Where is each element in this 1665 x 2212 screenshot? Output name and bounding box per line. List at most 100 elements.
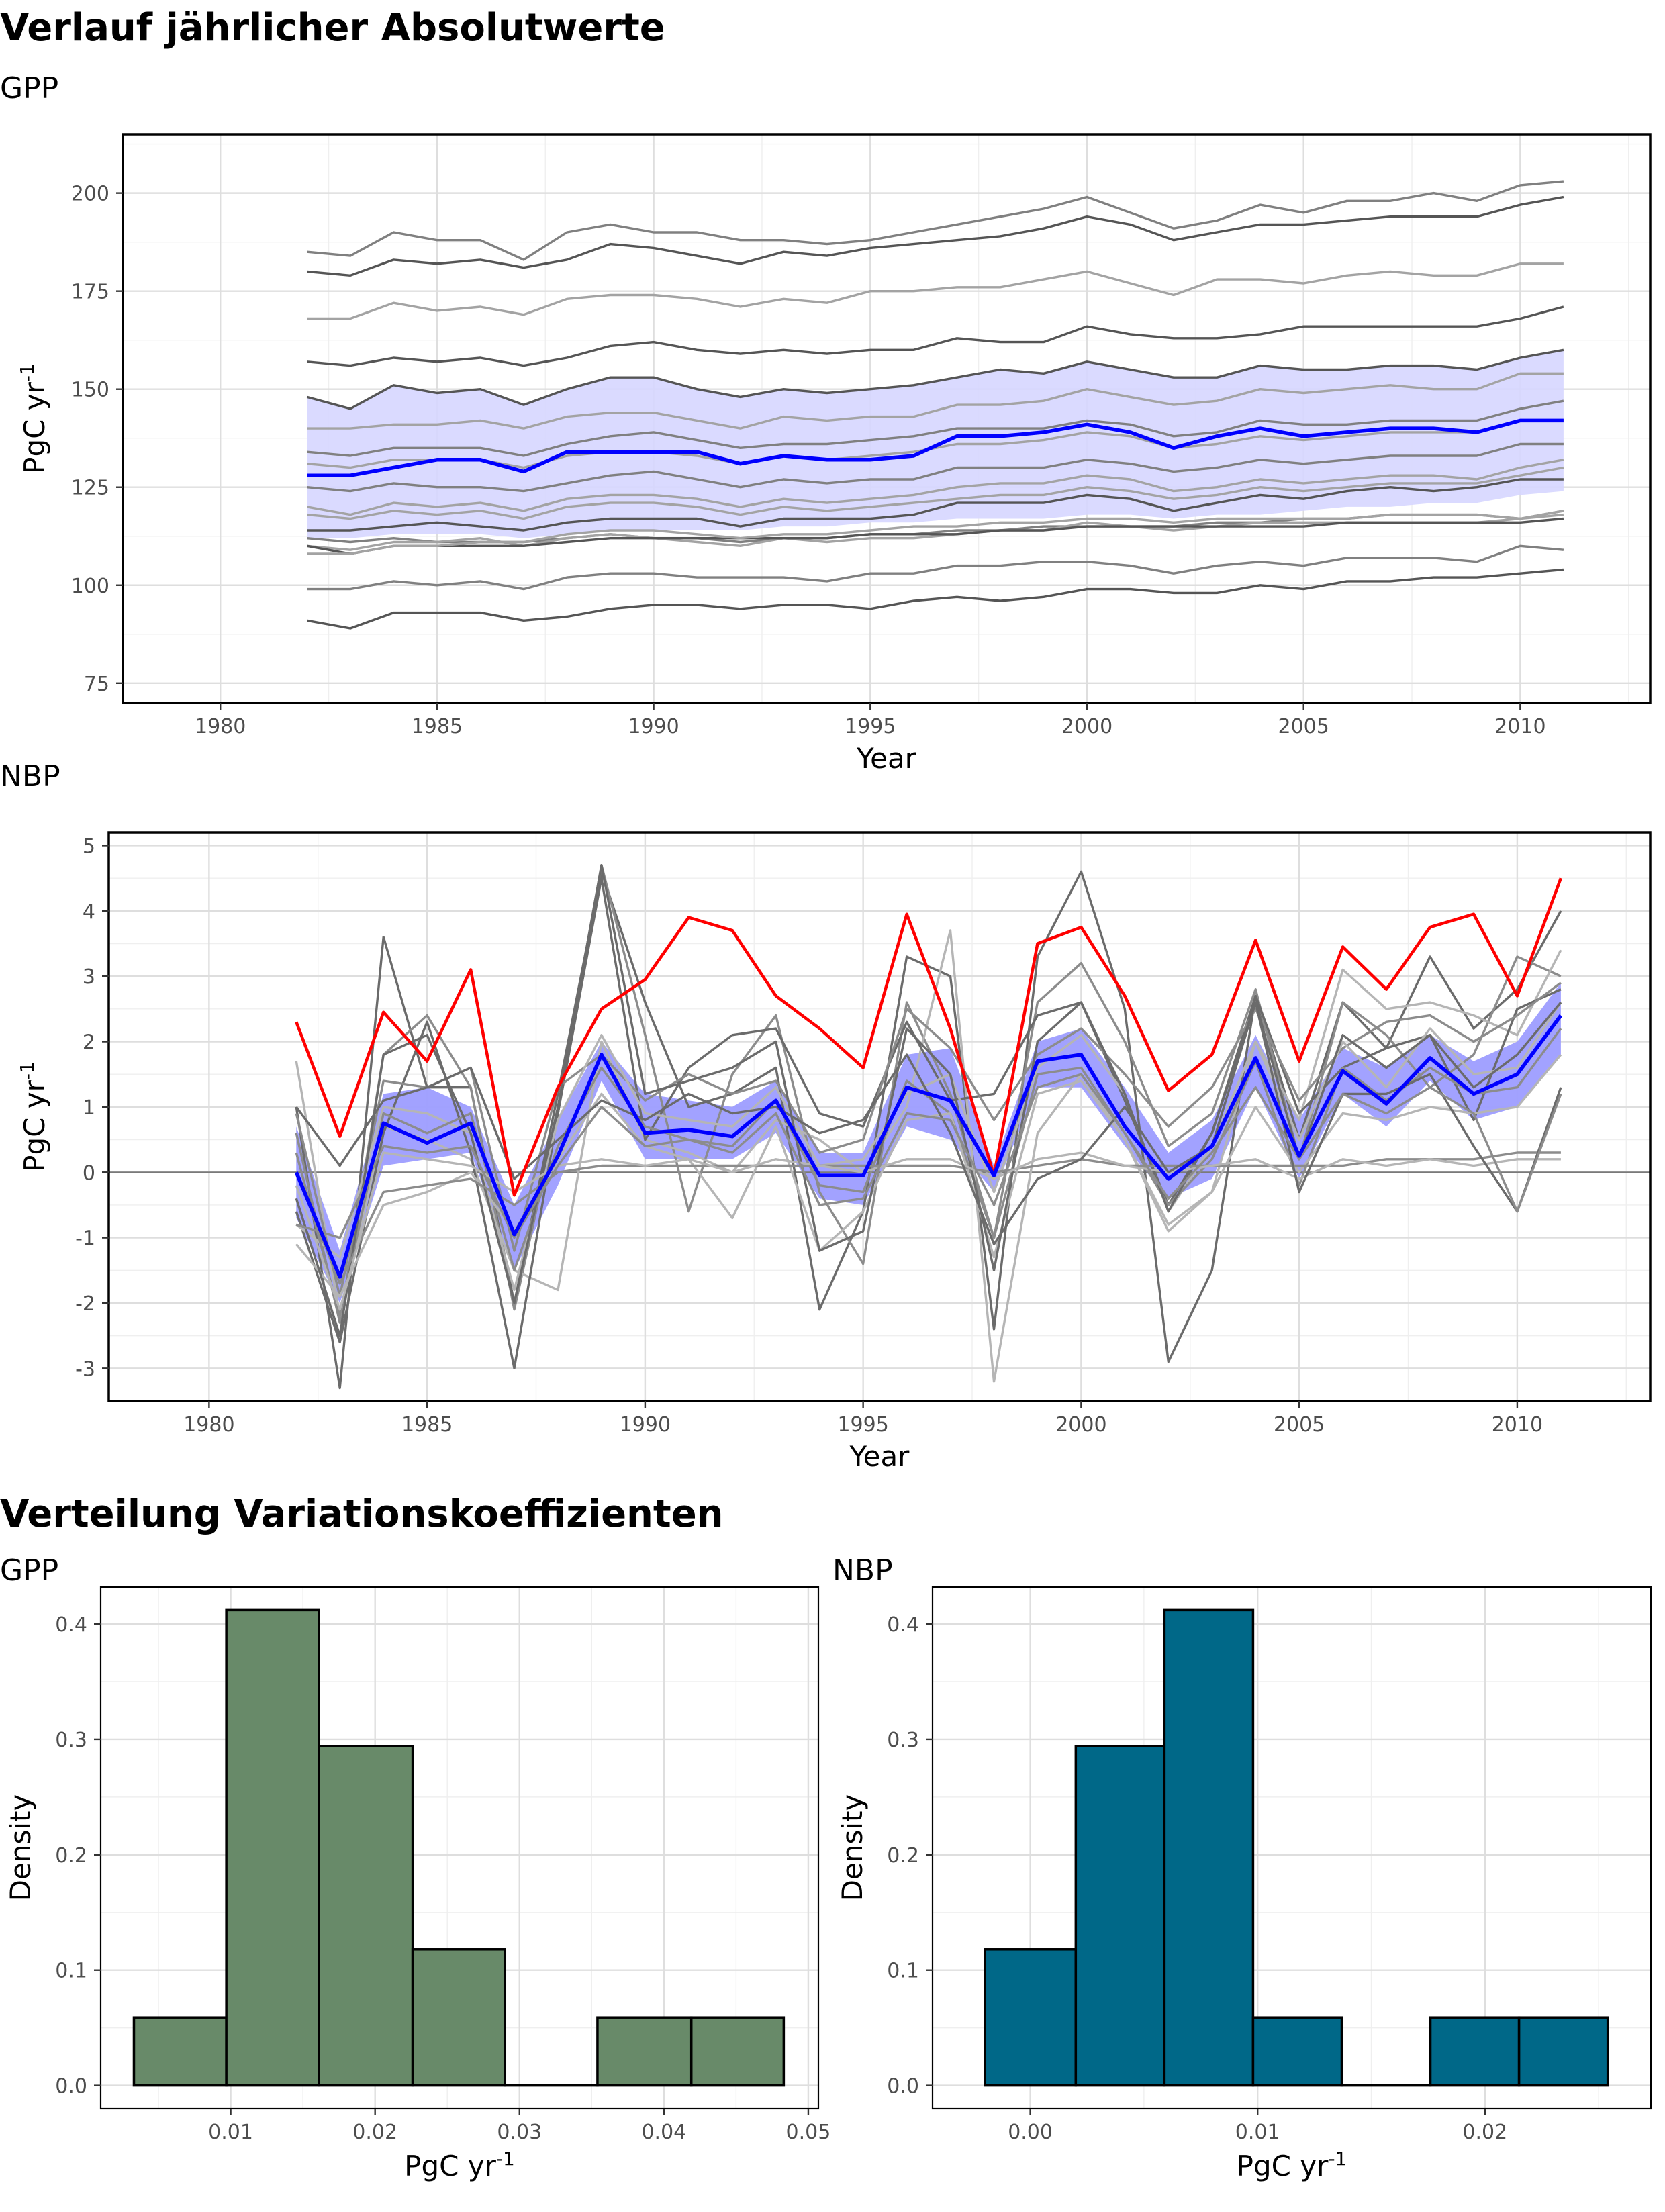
nbp-series-subtitle: NBP	[0, 759, 60, 794]
x-tick-label: 0.01	[208, 2121, 253, 2144]
member-series-line	[295, 1073, 1562, 1239]
member-series-line	[307, 466, 1564, 520]
member-series-line	[307, 372, 1564, 430]
member-series-line	[295, 864, 1562, 1337]
y-tick-label: -1	[75, 1227, 95, 1251]
histogram-bar	[411, 1948, 507, 2087]
member-series-line	[295, 1028, 1562, 1318]
y-tick-label: 150	[71, 379, 109, 402]
member-series-line	[306, 348, 1564, 410]
plot-frame	[99, 1586, 820, 2110]
y-tick-label: 0.0	[887, 2075, 919, 2099]
y-tick-label: -2	[75, 1292, 95, 1316]
x-tick-label: 2000	[1061, 715, 1112, 738]
gpp-timeseries-chart: 75 100 125 150 175 200 1980 1985 1990 1995 2000 200…	[16, 133, 1652, 775]
y-tick-label: 0.1	[55, 1960, 87, 1983]
nbp-timeseries-chart: -3 -2 -1 0 1 2 3 4 5 1980 1985 1990 1995 2000 2005 2010…	[16, 831, 1652, 1473]
x-tick-label: 2005	[1274, 1413, 1325, 1437]
x-tick-label: 0.02	[1462, 2121, 1507, 2144]
y-tick-label: 4	[83, 900, 95, 924]
histogram-bar	[1429, 2016, 1521, 2087]
section-title-variation-coefficients: Verteilung Variationskoeffizienten	[0, 1492, 724, 1536]
x-tick-label: 1990	[620, 1413, 671, 1437]
y-tick-label: 0	[83, 1161, 95, 1185]
x-tick-label: 1995	[845, 715, 896, 738]
member-series-line	[295, 1151, 1561, 1311]
x-tick-label: 1990	[628, 715, 679, 738]
x-tick-label: 2010	[1494, 715, 1545, 738]
y-tick-label: 0.3	[55, 1729, 87, 1752]
member-series-line	[307, 399, 1564, 457]
member-series-line	[307, 478, 1564, 532]
nbp-histogram-subtitle: NBP	[832, 1553, 893, 1588]
x-tick-label: 0.02	[352, 2121, 397, 2144]
plot-frame	[107, 831, 1652, 1402]
mean-series-line	[307, 418, 1564, 477]
member-series-line	[307, 442, 1564, 493]
y-tick-label: 0.4	[55, 1613, 87, 1637]
x-axis-label: Year	[856, 742, 917, 775]
member-series-line	[306, 517, 1564, 555]
member-series-line	[307, 544, 1564, 591]
histogram-bar	[318, 1745, 414, 2087]
y-tick-label: 0.4	[887, 1613, 919, 1637]
y-tick-label: 0.0	[55, 2075, 87, 2099]
histogram-bar	[1074, 1745, 1166, 2087]
x-axis-label: Year	[849, 1440, 910, 1473]
x-tick-label: 0.03	[497, 2121, 542, 2144]
y-tick-label: 1	[83, 1096, 95, 1120]
y-axis-label: PgC yr-1	[16, 363, 51, 474]
y-tick-label: 5	[83, 834, 95, 858]
histogram-bar	[984, 1948, 1078, 2087]
plot-frame	[122, 133, 1652, 704]
plot-frame	[931, 1586, 1652, 2110]
member-series-line	[306, 459, 1564, 516]
y-tick-label: 0.3	[887, 1729, 919, 1752]
highlight-series-line	[295, 877, 1563, 1197]
x-tick-label: 2005	[1278, 715, 1329, 738]
member-series-line	[295, 877, 1562, 1369]
member-series-line	[307, 195, 1564, 277]
x-tick-label: 0.05	[786, 2121, 831, 2144]
y-tick-label: 0.1	[887, 1960, 919, 1983]
x-tick-label: 2000	[1055, 1413, 1106, 1437]
gpp-histogram-subtitle: GPP	[0, 1553, 59, 1588]
member-series-line	[307, 180, 1564, 261]
x-tick-label: 1995	[837, 1413, 888, 1437]
x-tick-label: 2010	[1492, 1413, 1543, 1437]
y-tick-label: 75	[84, 673, 109, 696]
y-tick-label: 125	[71, 477, 109, 500]
x-tick-label: 1980	[195, 715, 246, 738]
y-axis-label: Density	[836, 1794, 869, 1902]
y-tick-label: 175	[71, 281, 109, 304]
member-series-line	[295, 929, 1562, 1383]
member-series-line	[307, 262, 1564, 320]
gpp-series-subtitle: GPP	[0, 71, 59, 105]
x-tick-label: 0.04	[641, 2121, 686, 2144]
x-tick-label: 0.00	[1008, 2121, 1053, 2144]
x-tick-label: 1980	[183, 1413, 234, 1437]
y-tick-label: 3	[83, 965, 95, 989]
mean-series-line	[294, 1014, 1563, 1279]
section-title-absolute-values: Verlauf jährlicher Absolutwerte	[0, 6, 665, 50]
member-series-line	[307, 305, 1564, 367]
y-tick-label: 0.2	[55, 1844, 87, 1868]
y-axis-label: Density	[4, 1794, 37, 1902]
y-tick-label: 200	[71, 183, 109, 206]
y-tick-label: 2	[83, 1031, 95, 1055]
histogram-bar	[225, 1608, 320, 2087]
x-tick-label: 0.01	[1235, 2121, 1280, 2144]
member-series-line	[306, 568, 1564, 630]
histogram-bar	[689, 2016, 786, 2087]
histogram-bar	[132, 2016, 228, 2087]
histogram-bar	[1163, 1608, 1255, 2087]
histogram-bar	[1517, 2016, 1609, 2087]
member-series-line	[295, 1151, 1561, 1285]
y-tick-label: 0.2	[887, 1844, 919, 1868]
x-tick-label: 1985	[401, 1413, 453, 1437]
histogram-bar	[1251, 2016, 1343, 2087]
y-tick-label: -3	[75, 1357, 95, 1381]
y-tick-label: 100	[71, 575, 109, 598]
